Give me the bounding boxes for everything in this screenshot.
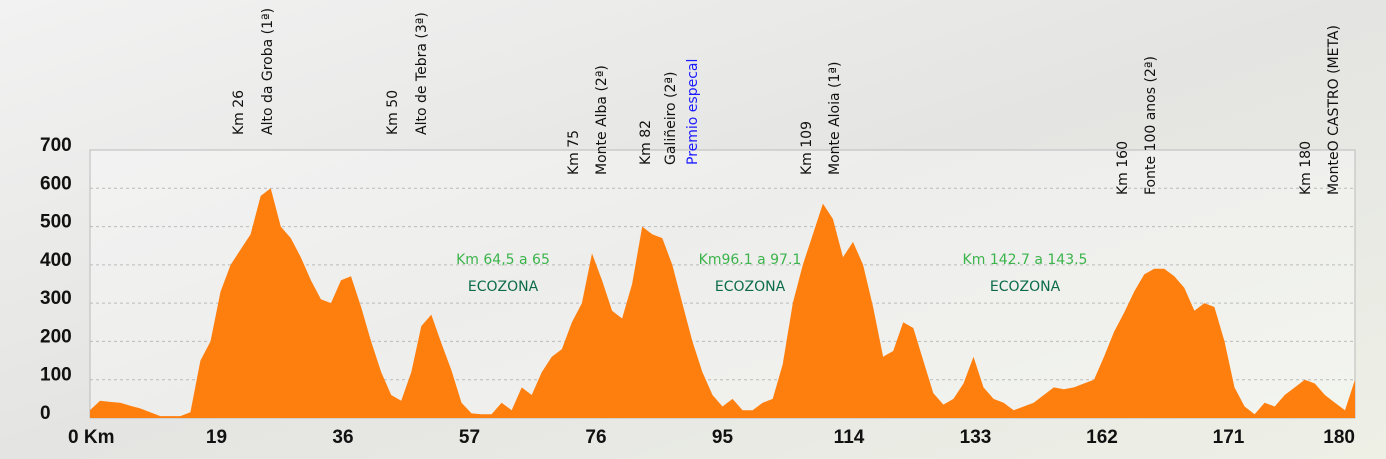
y-tick-label: 400 — [40, 250, 72, 271]
x-tick-label: 162 — [1086, 427, 1118, 448]
ecozone-range: Km96.1 a 97.1 — [699, 252, 802, 268]
climb-note: Premio especal — [685, 59, 701, 165]
x-tick-label: 36 — [332, 427, 353, 448]
climb-name: Alto de Tebra (3ª) — [414, 12, 430, 135]
ecozone-range: Km 142.7 a 143.5 — [963, 252, 1088, 268]
climb-name: Monte Aloia (1ª) — [827, 62, 843, 175]
climb-km: Km 26 — [231, 90, 247, 135]
elevation-area — [90, 188, 1355, 418]
climb-name: MonteO CASTRO (META) — [1326, 25, 1342, 195]
x-tick-label: 180 — [1323, 427, 1355, 448]
x-tick-label: 0 Km — [68, 427, 114, 448]
x-tick-label: 114 — [834, 427, 865, 448]
climb-km: Km 109 — [799, 121, 815, 175]
y-tick-label: 0 — [40, 403, 51, 424]
y-tick-label: 700 — [40, 135, 72, 156]
y-tick-label: 100 — [40, 365, 72, 386]
x-tick-label: 133 — [960, 427, 992, 448]
climb-km: Km 82 — [638, 120, 654, 165]
y-tick-label: 500 — [40, 212, 72, 233]
y-tick-label: 300 — [40, 288, 72, 309]
y-tick-label: 200 — [40, 326, 72, 347]
climb-name: Fonte 100 anos (2ª) — [1143, 56, 1159, 195]
ecozone-range: Km 64,5 a 65 — [456, 252, 550, 268]
climb-km: Km 180 — [1298, 141, 1314, 195]
x-tick-label: 95 — [712, 427, 734, 448]
x-tick-label: 76 — [585, 427, 606, 448]
climb-name: Galiñeiro (2ª) — [663, 72, 679, 165]
x-tick-label: 57 — [459, 427, 480, 448]
climb-km: Km 160 — [1115, 141, 1131, 195]
climb-name: Monte Alba (2ª) — [594, 65, 610, 175]
climb-km: Km 75 — [566, 130, 582, 175]
x-tick-label: 19 — [206, 427, 227, 448]
ecozone-label: ECOZONA — [468, 279, 539, 295]
climb-name: Alto da Groba (1ª) — [260, 8, 276, 135]
climb-km: Km 50 — [385, 90, 401, 135]
ecozone-label: ECOZONA — [715, 279, 786, 295]
y-tick-label: 600 — [40, 173, 72, 194]
ecozone-label: ECOZONA — [990, 279, 1061, 295]
x-tick-label: 171 — [1213, 427, 1245, 448]
